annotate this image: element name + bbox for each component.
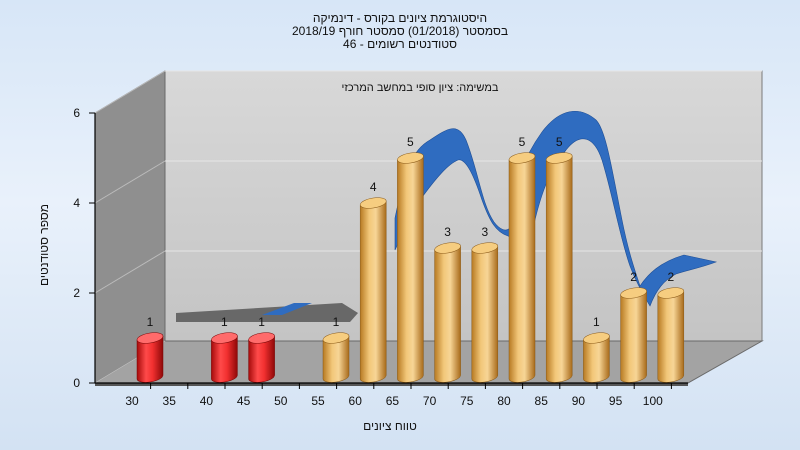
distribution-curve-ribbon	[394, 111, 718, 307]
histogram-bar	[657, 290, 685, 383]
failing-band-shadow	[176, 303, 358, 322]
x-tick-label: 30	[125, 394, 139, 408]
axes	[94, 113, 688, 384]
grid-lines	[94, 70, 762, 384]
histogram-bar-top	[359, 197, 387, 209]
data-label: 2	[667, 270, 674, 284]
x-tick-label: 55	[311, 394, 325, 408]
data-label: 3	[444, 225, 451, 239]
x-tick-label: 45	[237, 394, 251, 408]
histogram-bar-top	[248, 332, 275, 344]
histogram-bar	[136, 335, 164, 383]
y-tick-label: 0	[73, 376, 80, 390]
data-label: 1	[593, 315, 600, 329]
histogram-bar-top	[136, 332, 164, 344]
histogram-bar-top	[322, 332, 350, 344]
x-tick-label: 70	[423, 394, 437, 408]
histogram-bar-top	[583, 332, 610, 344]
data-label: 1	[221, 315, 228, 329]
data-label: 5	[519, 135, 526, 149]
data-label: 5	[407, 135, 414, 149]
title-line-3: סטודנטים רשומים - 46	[343, 37, 457, 51]
chart-title: היסטוגרמת ציונים בקורס - דינמיקה בסמסטר …	[0, 12, 800, 51]
histogram-bar-top	[471, 242, 499, 254]
data-label: 1	[258, 315, 265, 329]
histogram-bar	[620, 290, 647, 383]
histogram-bar-top	[211, 332, 238, 344]
x-tick-label: 65	[386, 394, 400, 408]
title-line-2: בסמסטר (01/2018) סמסטר חורף 2018/19	[291, 24, 509, 38]
histogram-bar-top	[508, 152, 536, 164]
y-axis-label: מספר סטודנטים	[37, 203, 51, 287]
x-tick-label: 40	[200, 394, 214, 408]
y-tick-label: 4	[73, 196, 80, 210]
histogram-bar	[508, 155, 536, 383]
curve-ribbon-small	[262, 303, 312, 315]
histogram-bar-top	[545, 152, 573, 164]
histogram-bar	[545, 155, 573, 383]
grid-line-side	[94, 250, 166, 294]
data-label: 1	[147, 315, 154, 329]
histogram-bar	[322, 335, 350, 383]
x-tick-label: 60	[349, 394, 363, 408]
x-tick-label: 85	[535, 394, 549, 408]
data-label: 2	[630, 270, 637, 284]
grid-line-side	[94, 70, 166, 114]
x-tick-label: 90	[572, 394, 586, 408]
x-tick-label: 35	[163, 394, 177, 408]
x-ticks: 30 35 40 45 50 55 60 65 70 75 80 85 90 95 100	[125, 383, 672, 408]
chart-annotation: במשימה: ציון סופי במחשב המרכזי	[341, 82, 499, 94]
data-label: 4	[370, 180, 377, 194]
histogram-bar	[397, 155, 424, 383]
histogram-bar-top	[397, 152, 424, 164]
bars	[136, 152, 685, 383]
y-ticks: 0 2 4 6	[73, 106, 95, 390]
histogram-bar	[359, 200, 387, 383]
histogram-bar	[471, 245, 499, 383]
histogram-bar-top	[620, 287, 647, 299]
x-tick-label: 50	[274, 394, 288, 408]
data-label: 3	[481, 225, 488, 239]
floor-front-edge	[95, 383, 688, 386]
y-tick-label: 2	[73, 286, 80, 300]
histogram-bar	[248, 335, 275, 383]
title-line-1: היסטוגרמת ציונים בקורס - דינמיקה	[312, 11, 488, 25]
histogram-bar	[211, 335, 238, 383]
grid-line-side	[94, 160, 166, 204]
histogram-bar	[583, 335, 610, 383]
x-tick-label: 100	[643, 394, 663, 408]
histogram-bar-top	[434, 242, 461, 254]
histogram-bar-top	[657, 287, 685, 299]
data-label: 5	[556, 135, 563, 149]
x-tick-label: 75	[460, 394, 474, 408]
x-axis-label: טווח ציונים	[363, 419, 417, 433]
y-tick-label: 6	[73, 106, 80, 120]
data-label: 1	[333, 315, 340, 329]
x-tick-label: 80	[497, 394, 511, 408]
x-tick-label: 95	[609, 394, 623, 408]
data-labels: 1 1 1 1 4 5 3 3 5 5 1 2 2	[147, 135, 675, 329]
histogram-bar	[434, 245, 461, 383]
